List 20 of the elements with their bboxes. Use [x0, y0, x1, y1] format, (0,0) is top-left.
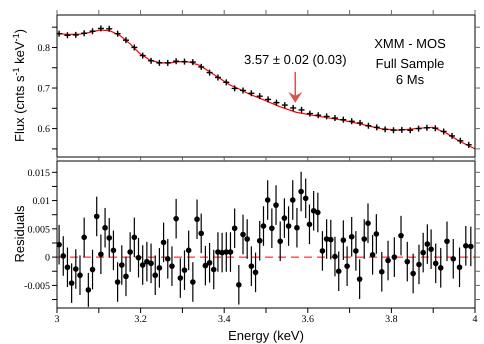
x-tick-label: 3 [54, 314, 60, 326]
y-tick-label: 0.6 [38, 124, 50, 136]
y-tick-label: -0.005 [24, 280, 50, 292]
annotation: 6 Ms [396, 72, 425, 87]
x-tick-label: 3.8 [385, 314, 398, 326]
annotation: Full Sample [376, 56, 444, 71]
x-tick-label: 3.4 [218, 314, 230, 326]
x-axis-title: Energy (keV) [228, 328, 304, 343]
y-tick-label: 0.8 [38, 43, 50, 54]
y-tick-label: 0.015 [28, 168, 50, 179]
x-tick-label: 3.6 [302, 314, 314, 326]
x-tick-label: 3.2 [134, 314, 147, 326]
y-tick-label: 0 [45, 252, 50, 264]
x-tick-label: 4 [472, 314, 478, 326]
annotation: 3.57 ± 0.02 (0.03) [244, 52, 347, 67]
annotation: XMM - MOS [374, 36, 446, 51]
y-tick-label: 0.7 [38, 84, 50, 95]
y-axis-title: Residuals [12, 204, 27, 263]
y-tick-label: 0.005 [28, 224, 50, 236]
y-tick-label: 0.01 [32, 196, 50, 208]
